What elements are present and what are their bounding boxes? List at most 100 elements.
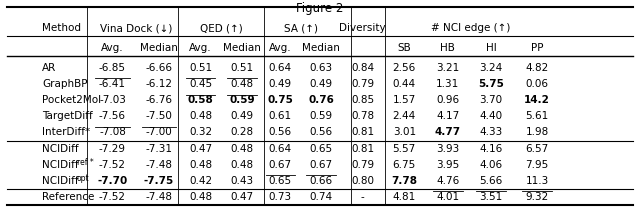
Text: 0.85: 0.85 bbox=[351, 95, 374, 105]
Text: 5.57: 5.57 bbox=[393, 143, 416, 153]
Text: 0.78: 0.78 bbox=[351, 111, 374, 121]
Text: 0.58: 0.58 bbox=[188, 95, 214, 105]
Text: 0.65: 0.65 bbox=[269, 176, 292, 186]
Text: Method: Method bbox=[42, 23, 81, 33]
Text: -6.76: -6.76 bbox=[145, 95, 173, 105]
Text: 6.75: 6.75 bbox=[393, 160, 416, 170]
Text: 4.81: 4.81 bbox=[393, 192, 416, 202]
Text: -7.70: -7.70 bbox=[97, 176, 127, 186]
Text: -6.12: -6.12 bbox=[145, 79, 173, 89]
Text: -6.41: -6.41 bbox=[99, 79, 126, 89]
Text: 4.33: 4.33 bbox=[479, 127, 503, 137]
Text: 4.77: 4.77 bbox=[435, 127, 461, 137]
Text: -6.85: -6.85 bbox=[99, 63, 126, 73]
Text: 0.48: 0.48 bbox=[189, 192, 212, 202]
Text: 3.70: 3.70 bbox=[479, 95, 502, 105]
Text: InterDiff*: InterDiff* bbox=[42, 127, 90, 137]
Text: 0.76: 0.76 bbox=[308, 95, 334, 105]
Text: 0.59: 0.59 bbox=[310, 111, 333, 121]
Text: 5.61: 5.61 bbox=[525, 111, 548, 121]
Text: 2.56: 2.56 bbox=[393, 63, 416, 73]
Text: 0.51: 0.51 bbox=[230, 63, 253, 73]
Text: QED (↑): QED (↑) bbox=[200, 23, 243, 33]
Text: 0.81: 0.81 bbox=[351, 127, 374, 137]
Text: 0.48: 0.48 bbox=[230, 79, 253, 89]
Text: 1.31: 1.31 bbox=[436, 79, 460, 89]
Text: HI: HI bbox=[486, 43, 497, 53]
Text: NCIDiff: NCIDiff bbox=[42, 143, 79, 153]
Text: 5.75: 5.75 bbox=[478, 79, 504, 89]
Text: 3.51: 3.51 bbox=[479, 192, 503, 202]
Text: Median: Median bbox=[223, 43, 261, 53]
Text: 4.06: 4.06 bbox=[479, 160, 502, 170]
Text: Diversity: Diversity bbox=[339, 23, 386, 33]
Text: 4.40: 4.40 bbox=[479, 111, 502, 121]
Text: 3.01: 3.01 bbox=[393, 127, 416, 137]
Text: 0.65: 0.65 bbox=[310, 143, 333, 153]
Text: # NCI edge (↑): # NCI edge (↑) bbox=[431, 23, 510, 33]
Text: Avg.: Avg. bbox=[101, 43, 124, 53]
Text: ref *: ref * bbox=[77, 158, 93, 167]
Text: 0.44: 0.44 bbox=[393, 79, 416, 89]
Text: -7.75: -7.75 bbox=[144, 176, 174, 186]
Text: GraphBP: GraphBP bbox=[42, 79, 88, 89]
Text: 1.57: 1.57 bbox=[393, 95, 416, 105]
Text: -6.66: -6.66 bbox=[145, 63, 173, 73]
Text: NCIDiff: NCIDiff bbox=[42, 176, 79, 186]
Text: 0.51: 0.51 bbox=[189, 63, 212, 73]
Text: -7.48: -7.48 bbox=[145, 192, 173, 202]
Text: Median: Median bbox=[140, 43, 178, 53]
Text: HB: HB bbox=[440, 43, 455, 53]
Text: 0.32: 0.32 bbox=[189, 127, 212, 137]
Text: 0.49: 0.49 bbox=[310, 79, 333, 89]
Text: Median: Median bbox=[302, 43, 340, 53]
Text: 11.3: 11.3 bbox=[525, 176, 548, 186]
Text: PP: PP bbox=[531, 43, 543, 53]
Text: TargetDiff: TargetDiff bbox=[42, 111, 93, 121]
Text: -7.08: -7.08 bbox=[99, 127, 126, 137]
Text: 5.66: 5.66 bbox=[479, 176, 503, 186]
Text: 0.48: 0.48 bbox=[230, 160, 253, 170]
Text: 0.74: 0.74 bbox=[310, 192, 333, 202]
Text: -7.00: -7.00 bbox=[146, 127, 172, 137]
Text: Vina Dock (↓): Vina Dock (↓) bbox=[100, 23, 172, 33]
Text: 4.01: 4.01 bbox=[436, 192, 460, 202]
Text: 0.63: 0.63 bbox=[310, 63, 333, 73]
Text: -7.56: -7.56 bbox=[99, 111, 126, 121]
Text: 0.84: 0.84 bbox=[351, 63, 374, 73]
Text: 0.66: 0.66 bbox=[310, 176, 333, 186]
Text: 0.06: 0.06 bbox=[525, 79, 548, 89]
Text: Pocket2Mol: Pocket2Mol bbox=[42, 95, 101, 105]
Text: 1.98: 1.98 bbox=[525, 127, 548, 137]
Text: -7.52: -7.52 bbox=[99, 160, 126, 170]
Text: 0.80: 0.80 bbox=[351, 176, 374, 186]
Text: 4.17: 4.17 bbox=[436, 111, 460, 121]
Text: 0.47: 0.47 bbox=[189, 143, 212, 153]
Text: Avg.: Avg. bbox=[269, 43, 292, 53]
Text: 0.45: 0.45 bbox=[189, 79, 212, 89]
Text: 0.73: 0.73 bbox=[269, 192, 292, 202]
Text: -: - bbox=[361, 192, 365, 202]
Text: SA (↑): SA (↑) bbox=[284, 23, 318, 33]
Text: 0.79: 0.79 bbox=[351, 160, 374, 170]
Text: AR: AR bbox=[42, 63, 56, 73]
Text: 0.96: 0.96 bbox=[436, 95, 460, 105]
Text: 0.56: 0.56 bbox=[310, 127, 333, 137]
Text: -7.03: -7.03 bbox=[99, 95, 126, 105]
Text: 7.78: 7.78 bbox=[391, 176, 417, 186]
Text: 0.64: 0.64 bbox=[269, 143, 292, 153]
Text: 3.24: 3.24 bbox=[479, 63, 503, 73]
Text: 0.48: 0.48 bbox=[189, 160, 212, 170]
Text: 0.67: 0.67 bbox=[310, 160, 333, 170]
Text: 0.79: 0.79 bbox=[351, 79, 374, 89]
Text: 0.81: 0.81 bbox=[351, 143, 374, 153]
Text: 4.16: 4.16 bbox=[479, 143, 503, 153]
Text: 0.67: 0.67 bbox=[269, 160, 292, 170]
Text: 0.61: 0.61 bbox=[269, 111, 292, 121]
Text: 0.49: 0.49 bbox=[269, 79, 292, 89]
Text: 9.32: 9.32 bbox=[525, 192, 548, 202]
Text: 4.82: 4.82 bbox=[525, 63, 548, 73]
Text: 2.44: 2.44 bbox=[393, 111, 416, 121]
Text: 0.43: 0.43 bbox=[230, 176, 253, 186]
Text: -7.31: -7.31 bbox=[145, 143, 173, 153]
